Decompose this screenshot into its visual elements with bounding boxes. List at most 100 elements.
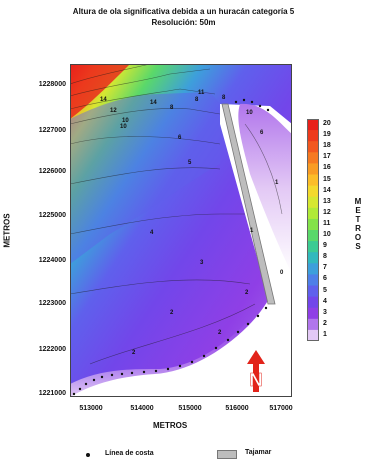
colorbar-level-label: 6	[323, 275, 327, 283]
contour-label: 1	[250, 228, 254, 234]
contour-label: 6	[260, 130, 264, 136]
north-arrow-icon: N	[247, 350, 265, 392]
legend-coast-label: Línea de costa	[105, 450, 154, 457]
contour-label: 2	[218, 330, 222, 336]
contour-label: 14	[100, 97, 107, 103]
y-tick-label: 1227000	[38, 127, 66, 134]
jetty	[221, 103, 276, 305]
colorbar-level-label: 20	[323, 120, 331, 127]
contour-label: 8	[170, 105, 174, 111]
colorbar-level-label: 16	[323, 164, 331, 172]
colorbar-level-label: 18	[323, 142, 331, 150]
north-label: N	[250, 370, 263, 390]
colorbar-swatch	[307, 119, 319, 131]
contour-label: 10	[120, 124, 127, 130]
colorbar-level-label: 14	[323, 186, 331, 194]
x-tick-label: 517000	[269, 405, 293, 412]
colorbar-swatch	[307, 174, 319, 187]
colorbar-swatch	[307, 285, 319, 298]
colorbar-swatch	[307, 307, 319, 320]
colorbar-level-label: 8	[323, 253, 327, 261]
y-tick-label: 1224000	[38, 257, 66, 264]
colorbar-swatch	[307, 130, 319, 142]
colorbar-level-label: 11	[323, 219, 331, 227]
colorbar-swatch	[307, 196, 319, 209]
colorbar-swatch	[307, 207, 319, 220]
colorbar	[307, 119, 319, 341]
coastline-points	[72, 98, 270, 396]
sheltered-basin	[238, 103, 292, 274]
map-frame	[70, 64, 292, 397]
colorbar-level-label: 19	[323, 131, 331, 139]
transition-zone	[70, 92, 220, 264]
colorbar-swatch	[307, 241, 319, 253]
colorbar-level-label: 1	[323, 330, 327, 338]
colorbar-swatch	[307, 263, 319, 275]
colorbar-level-label: 17	[323, 153, 331, 161]
contour-label: 1	[275, 180, 279, 186]
contour-label: 10	[122, 118, 129, 124]
colorbar-level-label: 4	[323, 297, 327, 305]
colorbar-swatch	[307, 152, 319, 164]
y-tick-label: 1222000	[38, 346, 66, 353]
contour-label: 8	[195, 97, 199, 103]
x-tick-label: 513000	[79, 405, 103, 412]
colorbar-level-label: 3	[323, 308, 327, 316]
contour-label: 2	[132, 350, 136, 356]
colorbar-swatch	[307, 163, 319, 175]
colorbar-level-label: 2	[323, 319, 327, 327]
y-tick-label: 1221000	[38, 390, 66, 397]
contour-label: 2	[245, 290, 249, 296]
colorbar-swatch	[307, 318, 319, 331]
x-tick-label: 514000	[130, 405, 154, 412]
colorbar-level-label: 7	[323, 264, 327, 272]
contour-label: 12	[110, 108, 117, 114]
colorbar-swatch	[307, 185, 319, 198]
colorbar-swatch	[307, 296, 319, 309]
colorbar-swatch	[307, 274, 319, 286]
x-tick-label: 515000	[178, 405, 202, 412]
units-letter: T	[355, 215, 361, 224]
colorbar-swatch	[307, 252, 319, 264]
colorbar-level-label: 9	[323, 242, 327, 250]
colorbar-swatch	[307, 230, 319, 242]
colorbar-swatch	[307, 141, 319, 153]
jetty-swatch-icon	[217, 450, 237, 459]
figure-title: Altura de ola significativa debida a un …	[72, 7, 295, 16]
y-tick-label: 1228000	[38, 81, 66, 88]
legend-jetty-label: Tajamar	[245, 449, 272, 456]
y-tick-label: 1223000	[38, 300, 66, 307]
contour-label: 4	[150, 230, 154, 236]
contour-label: 3	[200, 260, 204, 266]
wave-height-map: 14 12 10 8 8 14 10 11 10 8 6 6 5 4 3 2 2…	[70, 64, 292, 397]
contour-label: 2	[170, 310, 174, 316]
x-axis-label: METROS	[153, 421, 188, 430]
contour-label: 11	[198, 90, 205, 96]
colorbar-level-label: 13	[323, 197, 331, 205]
x-tick-label: 516000	[225, 405, 249, 412]
colorbar-level-label: 12	[323, 208, 331, 216]
contour-label: 8	[222, 95, 226, 101]
units-letter: R	[355, 224, 361, 233]
land-south	[70, 289, 292, 397]
figure-subtitle: Resolución: 50m	[151, 18, 216, 27]
y-tick-label: 1225000	[38, 212, 66, 219]
contour-label: 10	[246, 110, 253, 116]
units-letter: S	[355, 242, 361, 251]
contour-labels: 14 12 10 8 8 14 10 11 10 8 6 6 5 4 3 2 2…	[100, 90, 284, 356]
contour-label: 0	[280, 270, 284, 276]
contour-label: 6	[178, 135, 182, 141]
contour-label: 14	[150, 100, 157, 106]
y-tick-label: 1226000	[38, 168, 66, 175]
colorbar-level-label: 5	[323, 286, 327, 294]
units-letter: M	[354, 197, 362, 206]
colorbar-swatch	[307, 218, 319, 231]
contour-lines	[70, 64, 283, 365]
colorbar-level-label: 15	[323, 175, 331, 183]
coastline-marker-icon	[86, 453, 90, 457]
units-letter: E	[355, 206, 361, 215]
colorbar-level-label: 10	[323, 231, 331, 238]
legend: Línea de costa Tajamar	[0, 448, 367, 462]
